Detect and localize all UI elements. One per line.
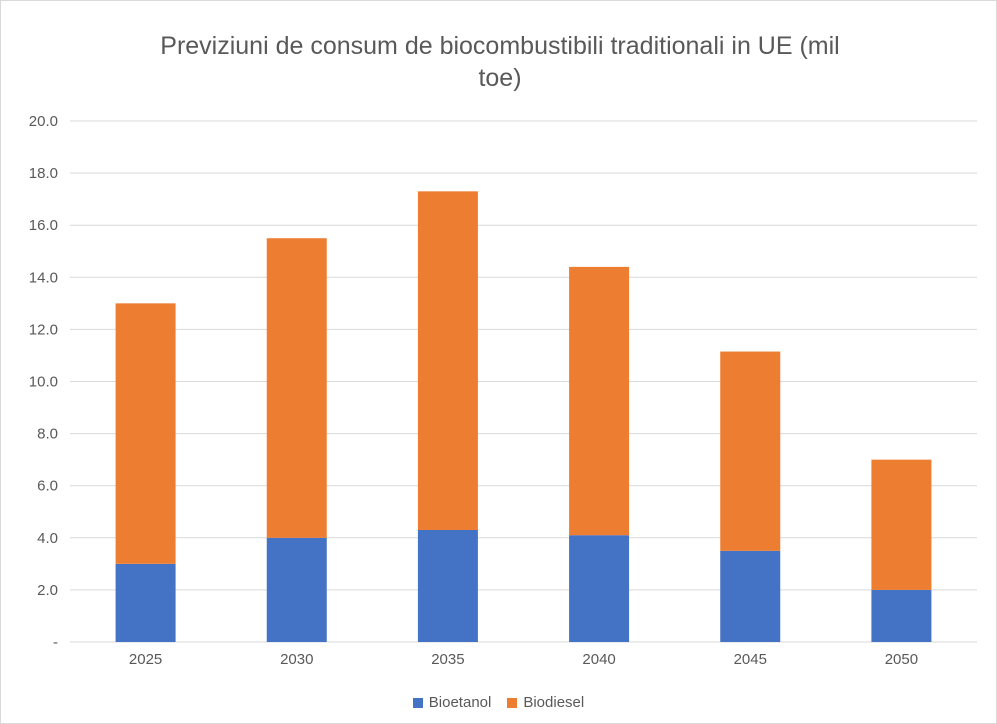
- chart-title: Previziuni de consum de biocombustibili …: [120, 30, 880, 94]
- bar-biodiesel-2035: [417, 191, 478, 530]
- chart-title-line-2: toe): [478, 64, 522, 92]
- bar-bioetanol-2045: [720, 550, 781, 642]
- legend-label-biodiesel: Biodiesel: [523, 694, 585, 711]
- bar-biodiesel-2030: [266, 238, 327, 538]
- legend-label-bioetanol: Bioetanol: [428, 694, 492, 711]
- x-tick-label: 2045: [734, 651, 767, 668]
- x-tick-label: 2050: [885, 651, 918, 668]
- legend: Bioetanol Biodiesel: [0, 694, 997, 711]
- bar-bioetanol-2035: [417, 529, 478, 642]
- x-tick-label: 2035: [431, 651, 464, 668]
- y-tick-label: 14.0: [29, 269, 58, 286]
- y-tick-label: 2.0: [37, 582, 58, 599]
- legend-swatch-bioetanol: [412, 697, 423, 708]
- y-tick-label: 16.0: [29, 217, 58, 234]
- bar-bioetanol-2025: [115, 563, 176, 642]
- x-tick-label: 2040: [582, 651, 615, 668]
- bar-biodiesel-2050: [871, 459, 932, 590]
- y-tick-label: 6.0: [37, 478, 58, 495]
- x-tick-label: 2025: [129, 651, 162, 668]
- bar-biodiesel-2025: [115, 303, 176, 564]
- y-tick-label: -: [53, 634, 58, 651]
- legend-swatch-biodiesel: [507, 697, 518, 708]
- y-tick-label: 18.0: [29, 165, 58, 182]
- bar-biodiesel-2045: [720, 351, 781, 551]
- y-tick-label: 4.0: [37, 530, 58, 547]
- legend-item-biodiesel: Biodiesel: [507, 694, 584, 711]
- y-tick-label: 20.0: [29, 113, 58, 130]
- bar-bioetanol-2040: [569, 535, 630, 642]
- bar-biodiesel-2040: [569, 266, 630, 536]
- y-tick-label: 12.0: [29, 321, 58, 338]
- y-tick-label: 10.0: [29, 374, 58, 391]
- chart-title-line-1: Previziuni de consum de biocombustibili …: [160, 32, 840, 60]
- x-tick-label: 2030: [280, 651, 313, 668]
- legend-item-bioetanol: Bioetanol: [412, 694, 492, 711]
- bar-bioetanol-2030: [266, 537, 327, 642]
- bar-bioetanol-2050: [871, 589, 932, 642]
- y-tick-label: 8.0: [37, 426, 58, 443]
